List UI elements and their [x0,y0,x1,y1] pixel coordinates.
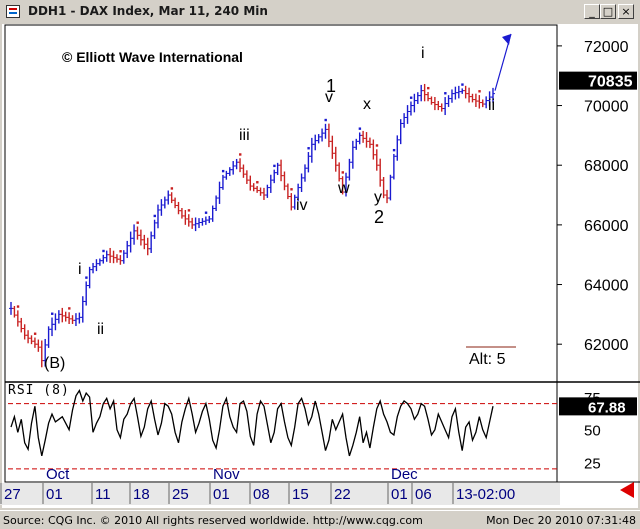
high-marker [153,214,156,218]
wave-label-y: y [374,189,382,206]
high-marker [341,171,344,174]
high-marker [16,305,20,308]
minimize-button[interactable]: _ [584,4,600,19]
high-marker [273,164,276,168]
high-marker [324,118,327,122]
alt-label: Alt: 5 [469,351,506,368]
date-tick-label: 06 [415,486,432,503]
wave-label-B: (B) [44,355,66,372]
high-marker [392,148,396,152]
wave-label-ii-dec: ii [488,97,496,114]
date-tick-label: 15 [292,486,309,503]
scroll-left-icon [620,482,634,498]
rsi-line [10,388,494,457]
price-tick-label: 64000 [584,278,629,295]
price-tick-label: 62000 [584,337,629,354]
statusbar: Source: CQG Inc. © 2010 All rights reser… [0,510,640,529]
price-tick-label: 66000 [584,218,629,235]
high-marker [375,144,379,147]
last-price-box [559,71,637,90]
high-marker [170,187,174,190]
month-label: Dec [391,466,418,483]
restore-button[interactable]: □ [600,4,616,19]
high-marker [478,90,481,93]
date-tick-label: 22 [334,486,351,503]
month-label: Oct [46,466,70,483]
indicator-name: RSI (8) [8,383,70,398]
watermark: © Elliott Wave International [62,49,243,65]
high-marker [204,211,208,214]
date-axis [0,483,560,505]
high-marker [221,169,225,173]
wave-label-i-oct: i [78,261,82,278]
window-title: DDH1 - DAX Index, Mar 11, 240 Min [28,4,268,18]
date-tick-label: 27 [4,486,21,503]
high-marker [33,332,37,335]
high-marker [256,181,259,184]
high-marker [102,249,105,253]
wave-label-1: 1 [326,76,337,96]
plot-border [4,24,558,483]
wave-label-iii: iii [239,127,250,144]
high-marker [461,83,464,86]
last-price-label: 70835 [588,74,633,91]
price-tick-label: 68000 [584,158,629,175]
wave-label-x: x [363,96,371,113]
price-tick-label: 70000 [584,99,629,116]
date-tick-label: 01 [46,486,63,503]
copyright-text: Source: CQG Inc. © 2010 All rights reser… [3,514,423,527]
high-marker [136,221,139,224]
high-marker [68,307,71,310]
rsi-tick-label: 25 [584,455,601,472]
date-tick-label: 01 [391,486,408,503]
chart-area [2,24,638,508]
wave-label-w: w [338,180,350,197]
date-tick-label: 08 [253,486,270,503]
month-label: Nov [213,466,240,483]
close-button[interactable]: × [618,4,634,19]
date-tick-label: 25 [172,486,189,503]
date-tick-label: 11 [95,486,111,503]
date-tick-label: 01 [213,486,230,503]
wave-label-v: v [325,89,333,106]
high-marker [409,96,413,99]
wave-label-i-dec: i [421,45,425,62]
window-titlebar: DDH1 - DAX Index, Mar 11, 240 Min _ □ × [0,0,640,24]
high-marker [85,276,88,279]
high-marker [187,209,191,212]
price-tick-label: 72000 [584,39,629,56]
date-tick-label: 13-02:00 [456,486,515,503]
high-marker [51,312,54,315]
high-marker [307,147,310,150]
wave-label-ii-oct: ii [97,321,105,338]
timestamp: Mon Dec 20 2010 07:31:48 [486,514,636,527]
high-marker [427,86,430,90]
high-marker [444,92,447,95]
rsi-last-label: 67.88 [588,399,626,416]
high-marker [290,188,293,191]
high-marker [239,153,242,156]
app-icon [6,5,20,18]
high-marker [358,127,362,130]
date-tick-label: 18 [133,486,150,503]
high-marker [119,250,122,253]
wave-label-iv: iv [296,197,308,214]
rsi-last-box [559,397,637,416]
rsi-tick-label: 50 [584,423,601,440]
projection-arrow-head [502,33,511,45]
wave-label-2: 2 [374,207,385,227]
